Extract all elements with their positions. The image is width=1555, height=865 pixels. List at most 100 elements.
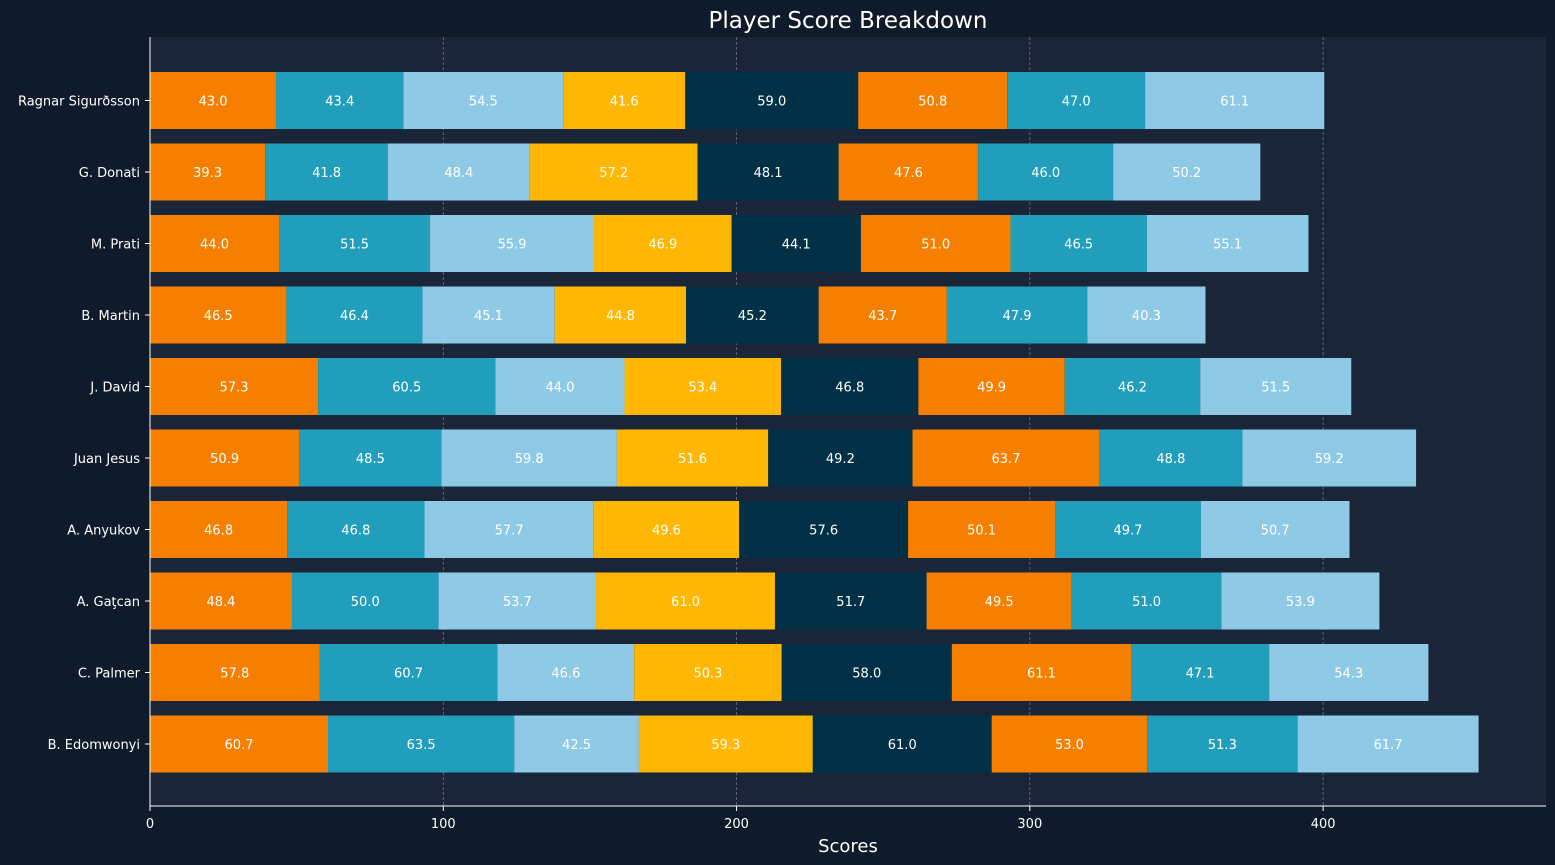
- x-tick-label: 300: [1017, 817, 1042, 832]
- bar-segment: [514, 715, 639, 773]
- bar-segment: [731, 215, 861, 272]
- data-label: 63.5: [407, 738, 436, 753]
- bar-segment: [387, 143, 530, 201]
- bar-segment: [1010, 215, 1147, 272]
- bar-segment: [697, 143, 839, 201]
- axes-group: 0 100 200 300 400 Ragnar Sigurðsson G. Donati M…: [18, 37, 1546, 832]
- data-label: 49.6: [652, 524, 681, 539]
- data-label: 48.4: [206, 595, 235, 610]
- bar-segment: [781, 358, 919, 415]
- bar-segment: [150, 286, 287, 344]
- bar-segment: [918, 358, 1065, 415]
- y-tick-label: Juan Jesus: [73, 452, 140, 467]
- data-label: 50.1: [967, 524, 996, 539]
- x-tick-label: 100: [431, 817, 456, 832]
- data-label: 45.2: [738, 309, 767, 324]
- data-label: 46.8: [835, 381, 864, 396]
- bar-segment: [594, 215, 732, 272]
- data-label: 61.0: [671, 595, 700, 610]
- bar-segment: [495, 358, 625, 415]
- bar-segment: [150, 215, 280, 272]
- y-tick-label: B. Martin: [81, 309, 140, 324]
- data-label: 59.0: [757, 95, 786, 110]
- bar-segment: [781, 644, 952, 701]
- bar-segment: [150, 72, 277, 129]
- data-label: 46.9: [648, 238, 677, 253]
- bar-segment: [1071, 572, 1222, 630]
- data-label: 42.5: [562, 738, 591, 753]
- data-label: 46.5: [1064, 238, 1093, 253]
- bar-segment: [978, 143, 1114, 201]
- bar-segment: [1131, 644, 1270, 701]
- data-label: 51.3: [1208, 738, 1237, 753]
- y-tick-label: G. Donati: [79, 166, 140, 181]
- bar-segment: [291, 572, 439, 630]
- data-label: 46.8: [204, 524, 233, 539]
- x-tick-label: 200: [724, 817, 749, 832]
- bar-segment: [1200, 501, 1350, 558]
- y-tick-label: A. Gaţcan: [77, 595, 140, 610]
- data-label: 63.7: [991, 452, 1020, 467]
- bar-segment: [1147, 715, 1298, 773]
- data-label: 50.3: [693, 667, 722, 682]
- bar-segment: [838, 143, 979, 201]
- data-label: 47.0: [1062, 95, 1091, 110]
- data-label: 50.0: [351, 595, 380, 610]
- bars-group: 43.0 43.4 54.5 41.6 59.0 50.8 47.0 61.1 39.3 41.8…: [150, 72, 1479, 773]
- bar-segment: [1242, 429, 1417, 487]
- data-label: 60.5: [392, 381, 421, 396]
- data-label: 50.7: [1261, 524, 1290, 539]
- data-label: 46.2: [1118, 381, 1147, 396]
- data-label: 49.5: [985, 595, 1014, 610]
- bar-segment: [276, 72, 404, 129]
- bar-segment: [318, 358, 496, 415]
- bar-segment: [403, 72, 564, 129]
- bar-segment: [150, 429, 300, 487]
- bar-segment: [150, 572, 292, 630]
- bar-segment: [287, 501, 425, 558]
- bar-segment: [774, 572, 927, 630]
- data-label: 55.1: [1213, 238, 1242, 253]
- bar-segment: [818, 286, 947, 344]
- x-axis-label: Scores: [818, 836, 878, 857]
- data-label: 43.7: [868, 309, 897, 324]
- bar-segment: [1145, 72, 1325, 129]
- bar-segment: [616, 429, 769, 487]
- data-label: 45.1: [474, 309, 503, 324]
- bar-segment: [554, 286, 687, 344]
- data-label: 47.9: [1003, 309, 1032, 324]
- data-label: 51.0: [921, 238, 950, 253]
- data-label: 53.4: [688, 381, 717, 396]
- chart-title: Player Score Breakdown: [709, 8, 988, 34]
- bar-segment: [685, 72, 859, 129]
- data-label: 61.1: [1220, 95, 1249, 110]
- data-label: 44.1: [782, 238, 811, 253]
- bar-segment: [1064, 358, 1201, 415]
- data-label: 61.1: [1027, 667, 1056, 682]
- bar-segment: [1113, 143, 1261, 201]
- data-label: 41.8: [312, 166, 341, 181]
- bar-segment: [286, 286, 423, 344]
- bar-segment: [328, 715, 515, 773]
- data-label: 57.8: [220, 667, 249, 682]
- data-label: 55.9: [498, 238, 527, 253]
- data-label: 51.6: [678, 452, 707, 467]
- bar-segment: [150, 143, 266, 201]
- data-label: 57.3: [220, 381, 249, 396]
- data-label: 57.6: [809, 524, 838, 539]
- bar-segment: [279, 215, 431, 272]
- bar-segment: [912, 429, 1100, 487]
- bar-segment: [858, 72, 1008, 129]
- data-label: 53.9: [1286, 595, 1315, 610]
- bar-segment: [768, 429, 913, 487]
- bar-segment: [593, 501, 740, 558]
- data-label: 51.7: [836, 595, 865, 610]
- data-label: 40.3: [1132, 309, 1161, 324]
- bar-segment: [596, 572, 775, 630]
- bar-segment: [860, 215, 1011, 272]
- bar-segment: [624, 358, 782, 415]
- data-label: 46.5: [204, 309, 233, 324]
- data-label: 51.0: [1132, 595, 1161, 610]
- bar-segment: [529, 143, 698, 201]
- bar-segment: [150, 501, 288, 558]
